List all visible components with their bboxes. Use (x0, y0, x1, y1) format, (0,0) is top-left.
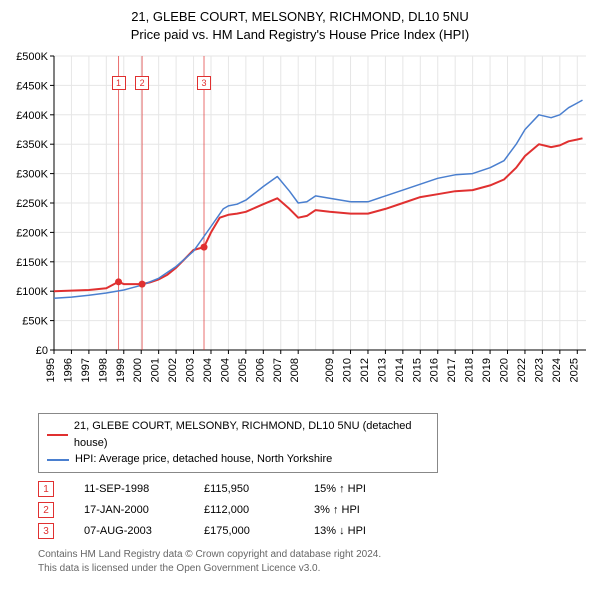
footer-attribution: Contains HM Land Registry data © Crown c… (38, 548, 590, 576)
chart-area: £0 £50K £100K £150K £200K £250K £300K £350K £400… (10, 50, 590, 405)
svg-text:2007: 2007 (272, 358, 284, 382)
svg-text:2005: 2005 (237, 358, 249, 382)
transaction-date: 17-JAN-2000 (84, 500, 204, 521)
svg-text:£300K: £300K (16, 169, 48, 181)
transaction-date: 07-AUG-2003 (84, 521, 204, 542)
legend: 21, GLEBE COURT, MELSONBY, RICHMOND, DL1… (38, 413, 438, 473)
transaction-row: 3 07-AUG-2003 £175,000 13% ↓ HPI (38, 521, 590, 542)
svg-text:2008: 2008 (289, 358, 301, 382)
svg-text:2004: 2004 (202, 358, 214, 382)
title-line-2: Price paid vs. HM Land Registry's House … (10, 26, 590, 44)
title-line-1: 21, GLEBE COURT, MELSONBY, RICHMOND, DL1… (10, 8, 590, 26)
svg-text:2018: 2018 (464, 358, 476, 382)
svg-text:2015: 2015 (411, 358, 423, 382)
transaction-badge: 2 (38, 502, 54, 518)
transaction-hpi: 3% ↑ HPI (314, 500, 360, 521)
svg-text:2013: 2013 (376, 358, 388, 382)
svg-text:2009: 2009 (324, 358, 336, 382)
svg-text:2022: 2022 (516, 358, 528, 382)
svg-text:£200K: £200K (16, 228, 48, 240)
transactions-table: 1 11-SEP-1998 £115,950 15% ↑ HPI 2 17-JA… (38, 479, 590, 542)
transaction-hpi: 13% ↓ HPI (314, 521, 366, 542)
svg-text:£150K: £150K (16, 257, 48, 269)
svg-text:2001: 2001 (150, 358, 162, 382)
transaction-price: £115,950 (204, 479, 314, 500)
transaction-row: 1 11-SEP-1998 £115,950 15% ↑ HPI (38, 479, 590, 500)
svg-text:£400K: £400K (16, 110, 48, 122)
svg-text:1997: 1997 (80, 358, 92, 382)
legend-item-hpi: HPI: Average price, detached house, Nort… (47, 451, 429, 468)
svg-text:2016: 2016 (429, 358, 441, 382)
transaction-row: 2 17-JAN-2000 £112,000 3% ↑ HPI (38, 500, 590, 521)
transaction-date: 11-SEP-1998 (84, 479, 204, 500)
legend-label-property: 21, GLEBE COURT, MELSONBY, RICHMOND, DL1… (74, 418, 429, 451)
svg-text:£450K: £450K (16, 81, 48, 93)
svg-text:1998: 1998 (97, 358, 109, 382)
svg-text:2020: 2020 (499, 358, 511, 382)
chart-title-block: 21, GLEBE COURT, MELSONBY, RICHMOND, DL1… (10, 8, 590, 44)
svg-text:£500K: £500K (16, 51, 48, 63)
svg-text:£0: £0 (36, 345, 48, 357)
svg-text:2012: 2012 (359, 358, 371, 382)
svg-text:2017: 2017 (446, 358, 458, 382)
svg-text:2019: 2019 (481, 358, 493, 382)
svg-text:2010: 2010 (342, 358, 354, 382)
svg-text:£250K: £250K (16, 198, 48, 210)
page-container: 21, GLEBE COURT, MELSONBY, RICHMOND, DL1… (0, 0, 600, 586)
legend-label-hpi: HPI: Average price, detached house, Nort… (75, 451, 332, 468)
svg-text:1996: 1996 (62, 358, 74, 382)
price-chart: £0 £50K £100K £150K £200K £250K £300K £350K £400… (10, 50, 590, 405)
svg-text:2024: 2024 (551, 358, 563, 382)
svg-text:1999: 1999 (115, 358, 127, 382)
footer-line-1: Contains HM Land Registry data © Crown c… (38, 548, 590, 562)
transaction-price: £175,000 (204, 521, 314, 542)
svg-text:2002: 2002 (167, 358, 179, 382)
svg-text:£100K: £100K (16, 287, 48, 299)
svg-text:£50K: £50K (22, 316, 48, 328)
svg-text:2003: 2003 (185, 358, 197, 382)
legend-swatch-blue (47, 459, 69, 461)
svg-text:2006: 2006 (254, 358, 266, 382)
transaction-badge: 1 (38, 481, 54, 497)
legend-swatch-red (47, 434, 68, 436)
svg-text:2023: 2023 (533, 358, 545, 382)
svg-text:1995: 1995 (45, 358, 57, 382)
svg-text:2025: 2025 (568, 358, 580, 382)
footer-line-2: This data is licensed under the Open Gov… (38, 562, 590, 576)
svg-text:2004: 2004 (219, 358, 231, 382)
legend-item-property: 21, GLEBE COURT, MELSONBY, RICHMOND, DL1… (47, 418, 429, 451)
transaction-hpi: 15% ↑ HPI (314, 479, 366, 500)
svg-text:2000: 2000 (132, 358, 144, 382)
transaction-badge: 3 (38, 523, 54, 539)
svg-text:£350K: £350K (16, 140, 48, 152)
svg-text:2014: 2014 (394, 358, 406, 382)
transaction-price: £112,000 (204, 500, 314, 521)
